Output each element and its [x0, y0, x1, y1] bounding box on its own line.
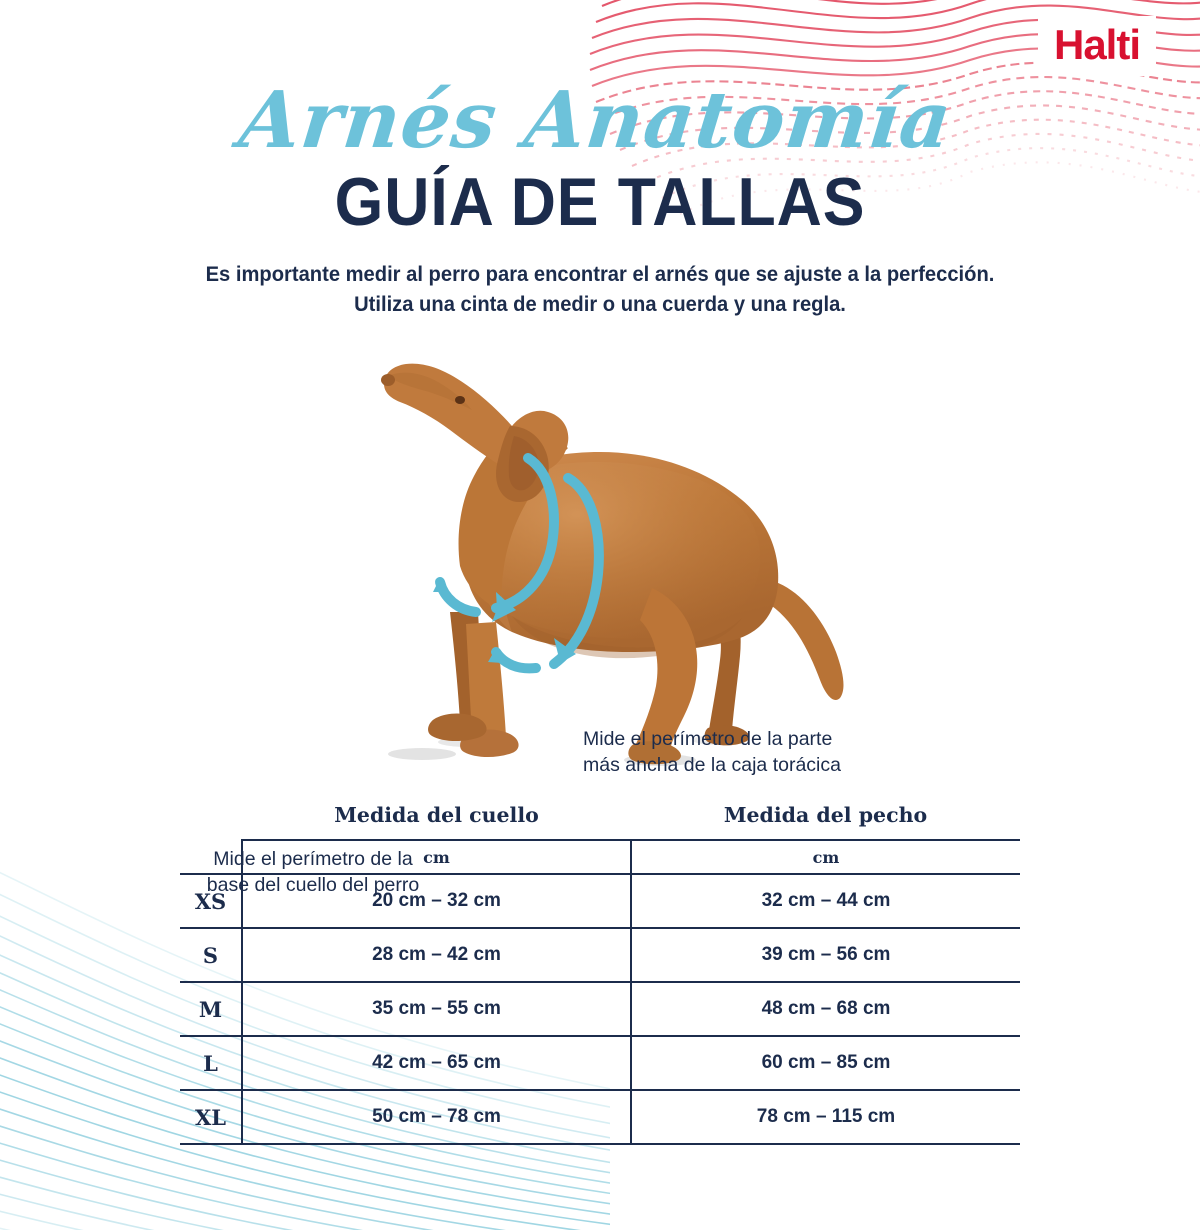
dog-illustration	[381, 363, 844, 766]
row-neck-range: 50 cm – 78 cm	[241, 1089, 631, 1145]
page-title: GUÍA DE TALLAS	[334, 164, 866, 240]
size-table: Medida del cuello Medida del pecho cm cm…	[180, 790, 1020, 1145]
callout-chest-measure: Mide el perímetro de la parte más ancha …	[583, 726, 903, 779]
callout-chest-line-1: Mide el perímetro de la parte	[583, 728, 833, 750]
dog-muzzle	[388, 372, 472, 410]
unit-header-size	[180, 840, 242, 874]
row-size-label: M	[180, 981, 242, 1037]
page-subtitle: Es importante medir al perro para encont…	[24, 236, 1176, 321]
neck-measure-arrow-tail	[433, 578, 447, 592]
row-neck-range: 35 cm – 55 cm	[241, 981, 631, 1037]
dog-nose	[381, 374, 395, 386]
row-chest-range: 39 cm – 56 cm	[630, 927, 1020, 983]
table-row: M 35 cm – 55 cm 48 cm – 68 cm	[180, 981, 1020, 1037]
group-header-neck: Medida del cuello	[334, 802, 539, 827]
neck-measure-arrowhead	[492, 592, 516, 622]
chest-measure-arrowhead	[552, 638, 576, 668]
row-chest-range: 60 cm – 85 cm	[630, 1035, 1020, 1091]
dog-front-paw-far	[428, 713, 487, 742]
table-row: S 28 cm – 42 cm 39 cm – 56 cm	[180, 927, 1020, 983]
page-header: Arnés Anatomía GUÍA DE TALLAS Es importa…	[0, 0, 1200, 321]
brand-logo: Halti	[1037, 16, 1156, 76]
dog-hind-leg-near	[636, 588, 698, 754]
dog-tail	[766, 580, 844, 700]
unit-header-chest: cm	[630, 839, 1020, 875]
row-chest-range: 78 cm – 115 cm	[630, 1089, 1020, 1145]
dog-hind-paw-far	[704, 725, 750, 746]
dog-illustration-area: Mide el perímetro de la parte más ancha …	[0, 330, 1200, 896]
size-table-container: Medida del cuello Medida del pecho cm cm…	[0, 790, 1200, 1145]
row-size-label: XL	[180, 1089, 242, 1145]
row-size-label: L	[180, 1035, 242, 1091]
size-table-body: XS 20 cm – 32 cm 32 cm – 44 cm S 28 cm –…	[180, 873, 1020, 1145]
row-neck-range: 42 cm – 65 cm	[241, 1035, 631, 1091]
row-neck-range: 28 cm – 42 cm	[241, 927, 631, 983]
row-size-label: XS	[180, 873, 242, 929]
dog-ear-inner	[508, 436, 539, 491]
unit-header-neck: cm	[241, 839, 631, 875]
page-subtitle-line-1: Es importante medir al perro para encont…	[205, 263, 995, 286]
dog-eye	[455, 396, 465, 404]
shadow	[388, 748, 456, 760]
row-chest-range: 48 cm – 68 cm	[630, 981, 1020, 1037]
table-unit-header-row: cm cm	[180, 839, 1020, 875]
group-header-chest: Medida del pecho	[723, 802, 928, 827]
row-chest-range: 32 cm – 44 cm	[630, 873, 1020, 929]
callout-chest-line-2: más ancha de la caja torácica	[583, 754, 841, 777]
table-row: XL 50 cm – 78 cm 78 cm – 115 cm	[180, 1089, 1020, 1145]
dog-hind-paw-near	[628, 741, 681, 765]
chest-measure-arrow-tail	[488, 648, 502, 663]
row-neck-range: 20 cm – 32 cm	[241, 873, 631, 929]
table-row: L 42 cm – 65 cm 60 cm – 85 cm	[180, 1035, 1020, 1091]
brand-logo-text: Halti	[1053, 21, 1141, 68]
row-size-label: S	[180, 927, 242, 983]
table-group-header-row: Medida del cuello Medida del pecho	[180, 790, 1020, 840]
page-script-title: Arnés Anatomía	[235, 75, 957, 166]
group-header-size	[180, 790, 242, 840]
page-subtitle-line-2: Utiliza una cinta de medir o una cuerda …	[354, 293, 846, 317]
table-row: XS 20 cm – 32 cm 32 cm – 44 cm	[180, 873, 1020, 929]
